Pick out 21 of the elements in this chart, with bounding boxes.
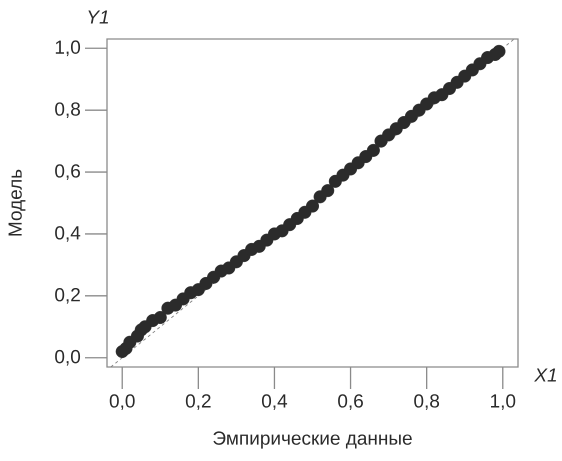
y-tick-label: 0,0 <box>55 350 80 366</box>
y-tick-label: 0,8 <box>55 102 80 118</box>
point <box>321 184 334 198</box>
y-tick-label: 0,6 <box>55 164 80 180</box>
point <box>306 200 320 213</box>
text: Y1 <box>88 10 108 24</box>
point <box>366 144 380 157</box>
x-tick-label: 0,6 <box>338 394 363 410</box>
y-tick-label: 0,2 <box>55 288 80 304</box>
point <box>154 310 167 324</box>
x-axis-title: Эмпирические данные <box>213 431 412 449</box>
y-tick-label: 1,0 <box>56 40 80 56</box>
x-tick-label: 1,0 <box>491 394 516 410</box>
x-tick-label: 0,4 <box>262 394 288 410</box>
point <box>492 44 506 58</box>
y-axis-title: Модель <box>8 170 26 236</box>
x-tick-label: 0,2 <box>186 394 211 410</box>
x-tick-label: 0,8 <box>414 394 440 410</box>
text: X1 <box>534 368 556 382</box>
y-tick-label: 0,4 <box>55 226 80 242</box>
x-tick-label: 0,0 <box>110 394 135 410</box>
